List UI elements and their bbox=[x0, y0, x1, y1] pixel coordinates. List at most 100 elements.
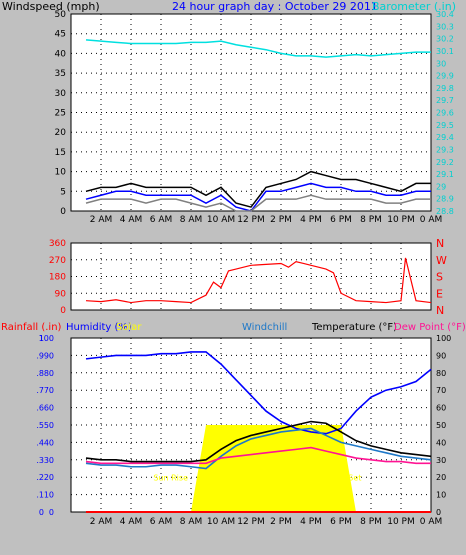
compass-label-1: W bbox=[436, 254, 447, 267]
wind-y-tick-7: 35 bbox=[55, 69, 66, 79]
axis-label-0: Rainfall (.in) bbox=[1, 322, 62, 333]
temperature-series bbox=[85, 351, 432, 513]
temperature-x-tick-6: 2 PM bbox=[270, 517, 292, 527]
barometer-y-tick-1: 28.9 bbox=[436, 195, 454, 204]
temperature-x-tick-2: 6 AM bbox=[150, 517, 173, 527]
barometer-y-tick-16: 30.4 bbox=[436, 10, 454, 19]
barometer-y-tick-11: 29.9 bbox=[436, 72, 454, 81]
series-wind_direction bbox=[85, 257, 432, 304]
graph-title: 24 hour graph day : October 29 2011 bbox=[172, 0, 378, 13]
temperature-y-ticks: 0 10 20 30 40 50 60 70 80 90 100 bbox=[436, 334, 451, 517]
barometer-y-tick-2: 29 bbox=[436, 182, 446, 191]
sun-set-label: Sun Set bbox=[331, 474, 362, 483]
wind-y-tick-1: 5 bbox=[60, 187, 66, 197]
barometer-y-tick-13: 30.1 bbox=[436, 47, 454, 56]
rainfall-y-tick-4: .4 bbox=[36, 438, 44, 447]
barometer-y-tick-4: 29.2 bbox=[436, 158, 454, 167]
series-barometer bbox=[85, 39, 431, 58]
wind-x-tick-7: 4 PM bbox=[300, 215, 322, 225]
humidity-y-tick-0: 0 bbox=[49, 508, 54, 517]
temperature-y-tick-9: 90 bbox=[436, 351, 446, 360]
direction-series bbox=[85, 257, 432, 304]
temperature-x-tick-8: 6 PM bbox=[330, 517, 352, 527]
compass-label-4: N bbox=[436, 304, 444, 317]
wind-y-tick-5: 25 bbox=[55, 109, 66, 119]
wind-x-tick-10: 10 PM bbox=[387, 215, 415, 225]
series-solar bbox=[86, 425, 431, 512]
wind-x-tick-11: 0 AM bbox=[420, 215, 443, 225]
axis-label-5: Dew Point (°F) bbox=[394, 322, 466, 333]
wind-y-tick-0: 0 bbox=[60, 207, 66, 217]
compass-label-0: N bbox=[436, 237, 444, 250]
wind-y-tick-2: 10 bbox=[55, 168, 67, 178]
rainfall-y-tick-3: .3 bbox=[36, 456, 44, 465]
temperature-y-tick-0: 0 bbox=[436, 508, 441, 517]
wind-x-ticks: 2 AM 4 AM 6 AM 8 AM 10 AM 12 PM 2 PM 4 PM 6 PM 8 … bbox=[90, 215, 443, 225]
humidity-y-tick-2: 20 bbox=[44, 473, 54, 482]
rainfall-y-tick-5: .5 bbox=[36, 421, 44, 430]
rainfall-y-tick-7: .7 bbox=[36, 386, 44, 395]
wind-y-tick-3: 15 bbox=[55, 148, 66, 158]
barometer-y-tick-15: 30.3 bbox=[436, 22, 454, 31]
sun-rise-label: Sun Rise bbox=[153, 474, 188, 483]
direction-y-tick-1: 90 bbox=[55, 289, 67, 299]
series-avg_wind bbox=[85, 182, 431, 212]
axis-label-2: Solar bbox=[116, 322, 142, 333]
humidity-y-tick-9: 90 bbox=[44, 351, 54, 360]
rainfall-y-tick-1: .1 bbox=[36, 491, 44, 500]
temperature-x-tick-0: 2 AM bbox=[90, 517, 113, 527]
barometer-axis-label: Barometer (.in) bbox=[372, 0, 456, 13]
barometer-y-tick-5: 29.3 bbox=[436, 145, 454, 154]
direction-y-tick-3: 270 bbox=[49, 256, 66, 266]
series-wind_low bbox=[85, 194, 431, 212]
direction-y-tick-0: 0 bbox=[60, 306, 66, 316]
barometer-y-tick-9: 29.7 bbox=[436, 96, 454, 105]
temperature-x-tick-10: 10 PM bbox=[387, 517, 415, 527]
wind-y-tick-4: 20 bbox=[55, 128, 67, 138]
temperature-y-tick-1: 10 bbox=[436, 491, 446, 500]
temperature-x-tick-5: 12 PM bbox=[237, 517, 265, 527]
barometer-y-tick-7: 29.5 bbox=[436, 121, 454, 130]
temperature-y-tick-4: 40 bbox=[436, 438, 446, 447]
humidity-y-tick-5: 50 bbox=[44, 421, 54, 430]
series-temperature bbox=[85, 420, 432, 463]
direction-y-tick-2: 180 bbox=[49, 273, 66, 283]
temperature-y-tick-6: 60 bbox=[436, 404, 446, 413]
temperature-x-tick-7: 4 PM bbox=[300, 517, 322, 527]
rainfall-humidity-y-ticks: 01020304050607080901000.1.2.3.4.5.6.7.8.… bbox=[36, 334, 54, 517]
direction-grid bbox=[71, 243, 432, 310]
wind-y-tick-10: 50 bbox=[55, 10, 67, 20]
humidity-y-tick-3: 30 bbox=[44, 456, 54, 465]
series-gust bbox=[85, 170, 431, 208]
windspeed-axis-label: Windspeed (mph) bbox=[2, 0, 100, 13]
direction-y-tick-4: 360 bbox=[49, 239, 66, 249]
wind-series bbox=[85, 39, 431, 212]
wind-x-tick-8: 6 PM bbox=[330, 215, 352, 225]
humidity-y-tick-8: 80 bbox=[44, 369, 54, 378]
wind-x-tick-1: 4 AM bbox=[120, 215, 143, 225]
temperature-y-tick-8: 80 bbox=[436, 369, 446, 378]
humidity-y-tick-1: 10 bbox=[44, 491, 54, 500]
wind-x-tick-3: 8 AM bbox=[180, 215, 203, 225]
series-dew_point bbox=[85, 446, 431, 465]
temperature-y-tick-2: 20 bbox=[436, 473, 446, 482]
direction-y-ticks: 0 90 180 270 360 bbox=[49, 239, 66, 316]
barometer-y-tick-12: 30 bbox=[436, 59, 446, 68]
temperature-y-tick-10: 100 bbox=[436, 334, 451, 343]
temperature-x-tick-4: 10 AM bbox=[207, 517, 235, 527]
humidity-y-tick-4: 40 bbox=[44, 438, 54, 447]
wind-y-tick-8: 40 bbox=[55, 49, 67, 59]
rainfall-y-tick-10: 1 bbox=[39, 334, 44, 343]
temperature-y-tick-3: 30 bbox=[436, 456, 446, 465]
rainfall-y-tick-8: .8 bbox=[36, 369, 44, 378]
series-humidity bbox=[85, 351, 432, 435]
humidity-y-tick-7: 70 bbox=[44, 386, 54, 395]
compass-label-2: S bbox=[436, 271, 443, 284]
axis-label-3: Windchill bbox=[242, 322, 287, 333]
barometer-y-tick-10: 29.8 bbox=[436, 84, 454, 93]
wind-y-tick-9: 45 bbox=[55, 30, 66, 40]
axis-label-4: Temperature (°F) bbox=[311, 322, 397, 333]
rainfall-y-tick-9: .9 bbox=[36, 351, 44, 360]
